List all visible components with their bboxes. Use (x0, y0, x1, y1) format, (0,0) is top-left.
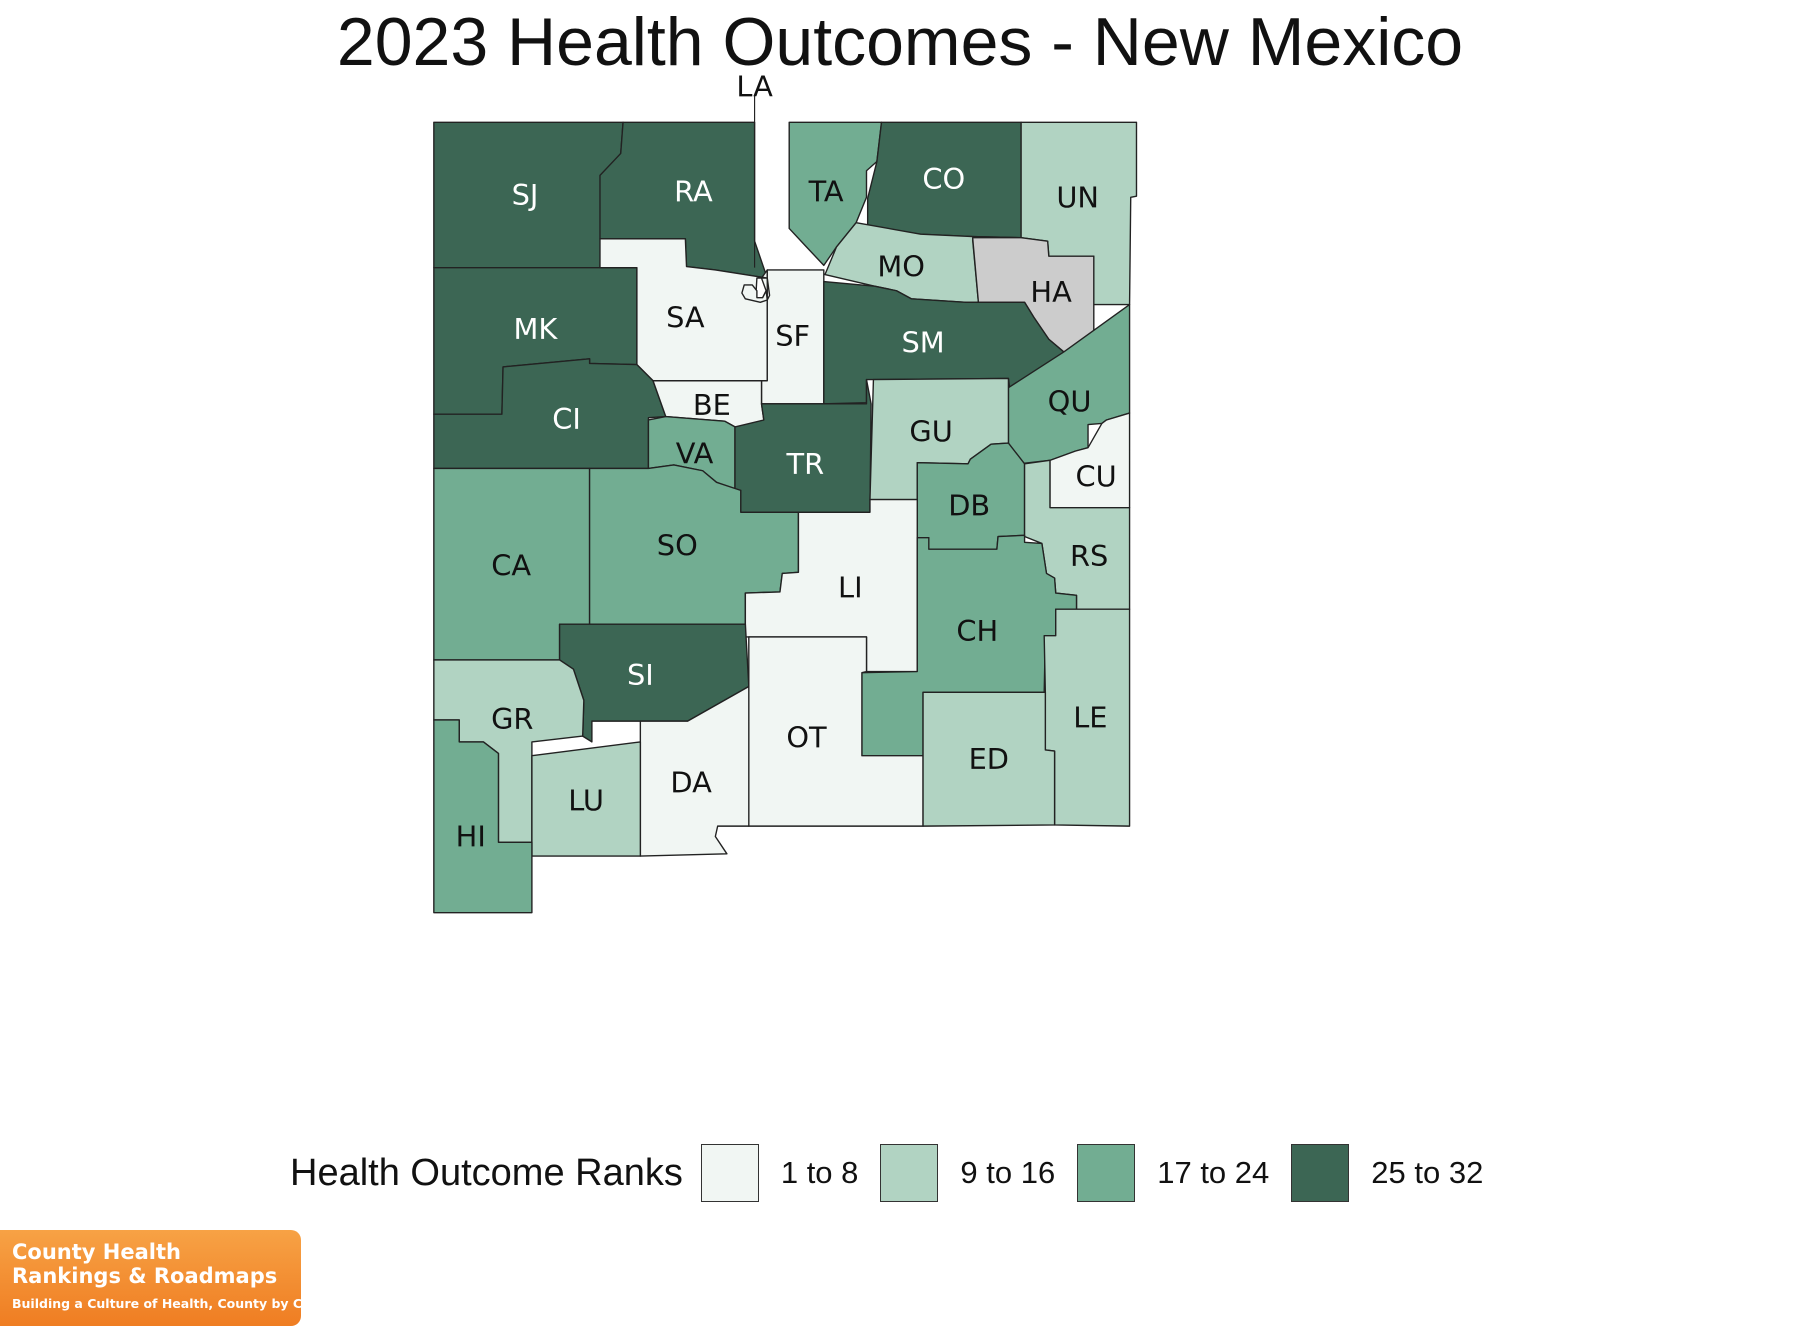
county-label: OT (786, 720, 827, 754)
county-label: SI (627, 658, 654, 692)
legend-swatch (1077, 1144, 1136, 1202)
county-label: UN (1056, 180, 1099, 214)
county-label: LA (736, 70, 773, 104)
county-label: GR (491, 702, 533, 736)
legend-label: 1 to 8 (780, 1155, 859, 1190)
legend-label: 9 to 16 (960, 1155, 1056, 1190)
county-label: TA (808, 175, 844, 209)
logo-tagline: Building a Culture of Health, County by … (12, 1296, 343, 1311)
county-label: LI (838, 570, 863, 604)
county-label: MO (877, 250, 925, 284)
county-label: SF (775, 319, 810, 353)
legend-title: Health Outcome Ranks (290, 1151, 683, 1194)
county-label: ED (969, 742, 1009, 776)
county-label: SM (901, 326, 944, 360)
county-label: HA (1030, 275, 1072, 309)
map-title: 2023 Health Outcomes - New Mexico (336, 4, 1464, 80)
legend-item: 17 to 24 (1077, 1144, 1291, 1202)
county-label: CI (552, 402, 581, 436)
county-la (741, 284, 768, 303)
county-label: SJ (512, 178, 539, 212)
legend-item: 1 to 8 (700, 1144, 881, 1202)
county-hi (433, 719, 533, 914)
county-label: BE (693, 388, 731, 422)
county-label: DA (670, 765, 712, 799)
logo-line1: County Health (12, 1240, 181, 1264)
county-label: GU (909, 415, 952, 449)
legend-item: 25 to 32 (1291, 1144, 1505, 1202)
county-label: DB (948, 488, 990, 522)
county-ot (748, 636, 924, 827)
county-label: SA (666, 300, 705, 334)
county-ci (433, 358, 667, 470)
county-label: CH (956, 614, 998, 648)
legend: Health Outcome Ranks 1 to 8 9 to 16 17 t… (290, 1141, 1505, 1205)
county-health-rankings-logo: County Health Rankings & Roadmaps Buildi… (0, 1230, 343, 1326)
county-label: RA (674, 175, 713, 209)
county-label: TR (786, 447, 825, 481)
county-label: CU (1075, 460, 1116, 494)
county-label: RS (1070, 539, 1108, 573)
county-label: LE (1073, 701, 1107, 735)
logo-line2: Rankings & Roadmaps (12, 1264, 278, 1288)
county-label: MK (513, 312, 558, 346)
legend-swatch (1291, 1144, 1350, 1202)
legend-item: 9 to 16 (880, 1144, 1077, 1202)
county-label: CA (491, 548, 531, 582)
county-label: SO (657, 529, 698, 563)
county-label: VA (676, 436, 714, 470)
legend-swatch (700, 1144, 759, 1202)
county-label: CO (922, 162, 965, 196)
county-da (639, 685, 750, 857)
county-lu (531, 741, 642, 857)
legend-swatch (880, 1144, 939, 1202)
county-ed (922, 691, 1056, 827)
county-label: LU (568, 784, 604, 818)
legend-label: 17 to 24 (1157, 1155, 1270, 1190)
county-label: HI (456, 820, 486, 854)
legend-label: 25 to 32 (1371, 1155, 1484, 1190)
county-label: QU (1048, 385, 1092, 419)
